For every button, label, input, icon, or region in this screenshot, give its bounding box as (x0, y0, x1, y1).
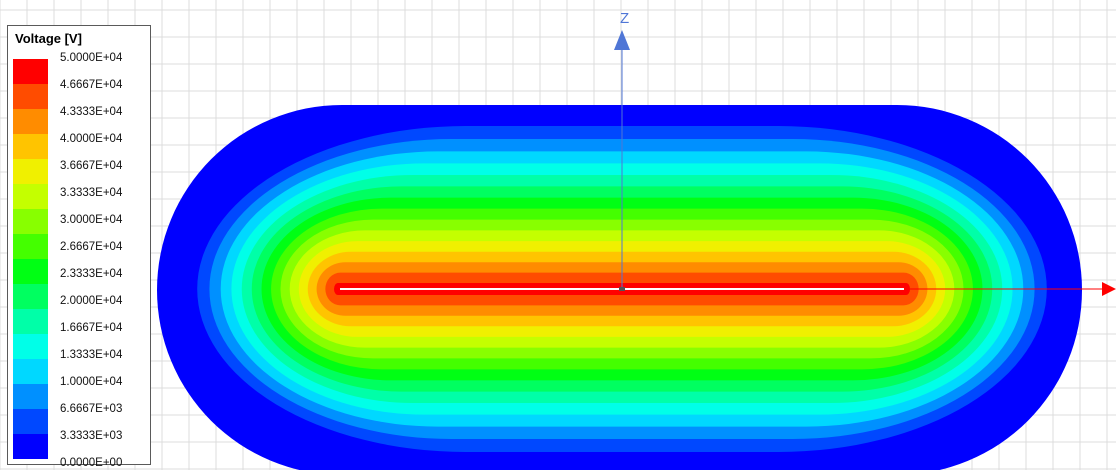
legend-label: 1.0000E+04 (60, 376, 123, 388)
legend-label: 3.6667E+04 (60, 160, 123, 172)
x-axis-arrow-icon (1102, 282, 1116, 296)
legend-label: 3.3333E+03 (60, 430, 123, 442)
legend-swatch (13, 409, 48, 434)
legend-label: 6.6667E+03 (60, 403, 123, 415)
legend-swatch (13, 209, 48, 234)
legend-swatch (13, 359, 48, 384)
legend-swatch (13, 284, 48, 309)
legend-swatch (13, 84, 48, 109)
legend-swatch (13, 184, 48, 209)
legend-label: 2.3333E+04 (60, 268, 123, 280)
legend-title: Voltage [V] (15, 31, 82, 46)
voltage-legend[interactable]: Voltage [V] 5.0000E+04 4.6667E+04 4.3333E+… (7, 25, 151, 469)
legend-label: 3.0000E+04 (60, 214, 123, 226)
legend-label: 0.0000E+00 (60, 457, 123, 469)
legend-label: 3.3333E+04 (60, 187, 123, 199)
legend-label: 5.0000E+04 (60, 52, 123, 64)
legend-swatch (13, 334, 48, 359)
legend-swatch (13, 59, 48, 84)
legend-label: 2.6667E+04 (60, 241, 123, 253)
legend-label: 1.3333E+04 (60, 349, 123, 361)
legend-swatch (13, 384, 48, 409)
legend-swatch (13, 234, 48, 259)
legend-swatch (13, 134, 48, 159)
legend-label: 4.6667E+04 (60, 79, 123, 91)
z-axis-arrow-icon (614, 30, 630, 50)
legend-label: 2.0000E+04 (60, 295, 123, 307)
legend-label: 1.6667E+04 (60, 322, 123, 334)
legend-swatch (13, 159, 48, 184)
legend-swatch (13, 259, 48, 284)
legend-label: 4.3333E+04 (60, 106, 123, 118)
legend-swatch (13, 309, 48, 334)
legend-color-scale (13, 59, 48, 459)
legend-swatch (13, 434, 48, 459)
origin-marker (619, 287, 625, 291)
z-axis-label: Z (620, 10, 630, 27)
legend-swatch (13, 109, 48, 134)
legend-label: 4.0000E+04 (60, 133, 123, 145)
